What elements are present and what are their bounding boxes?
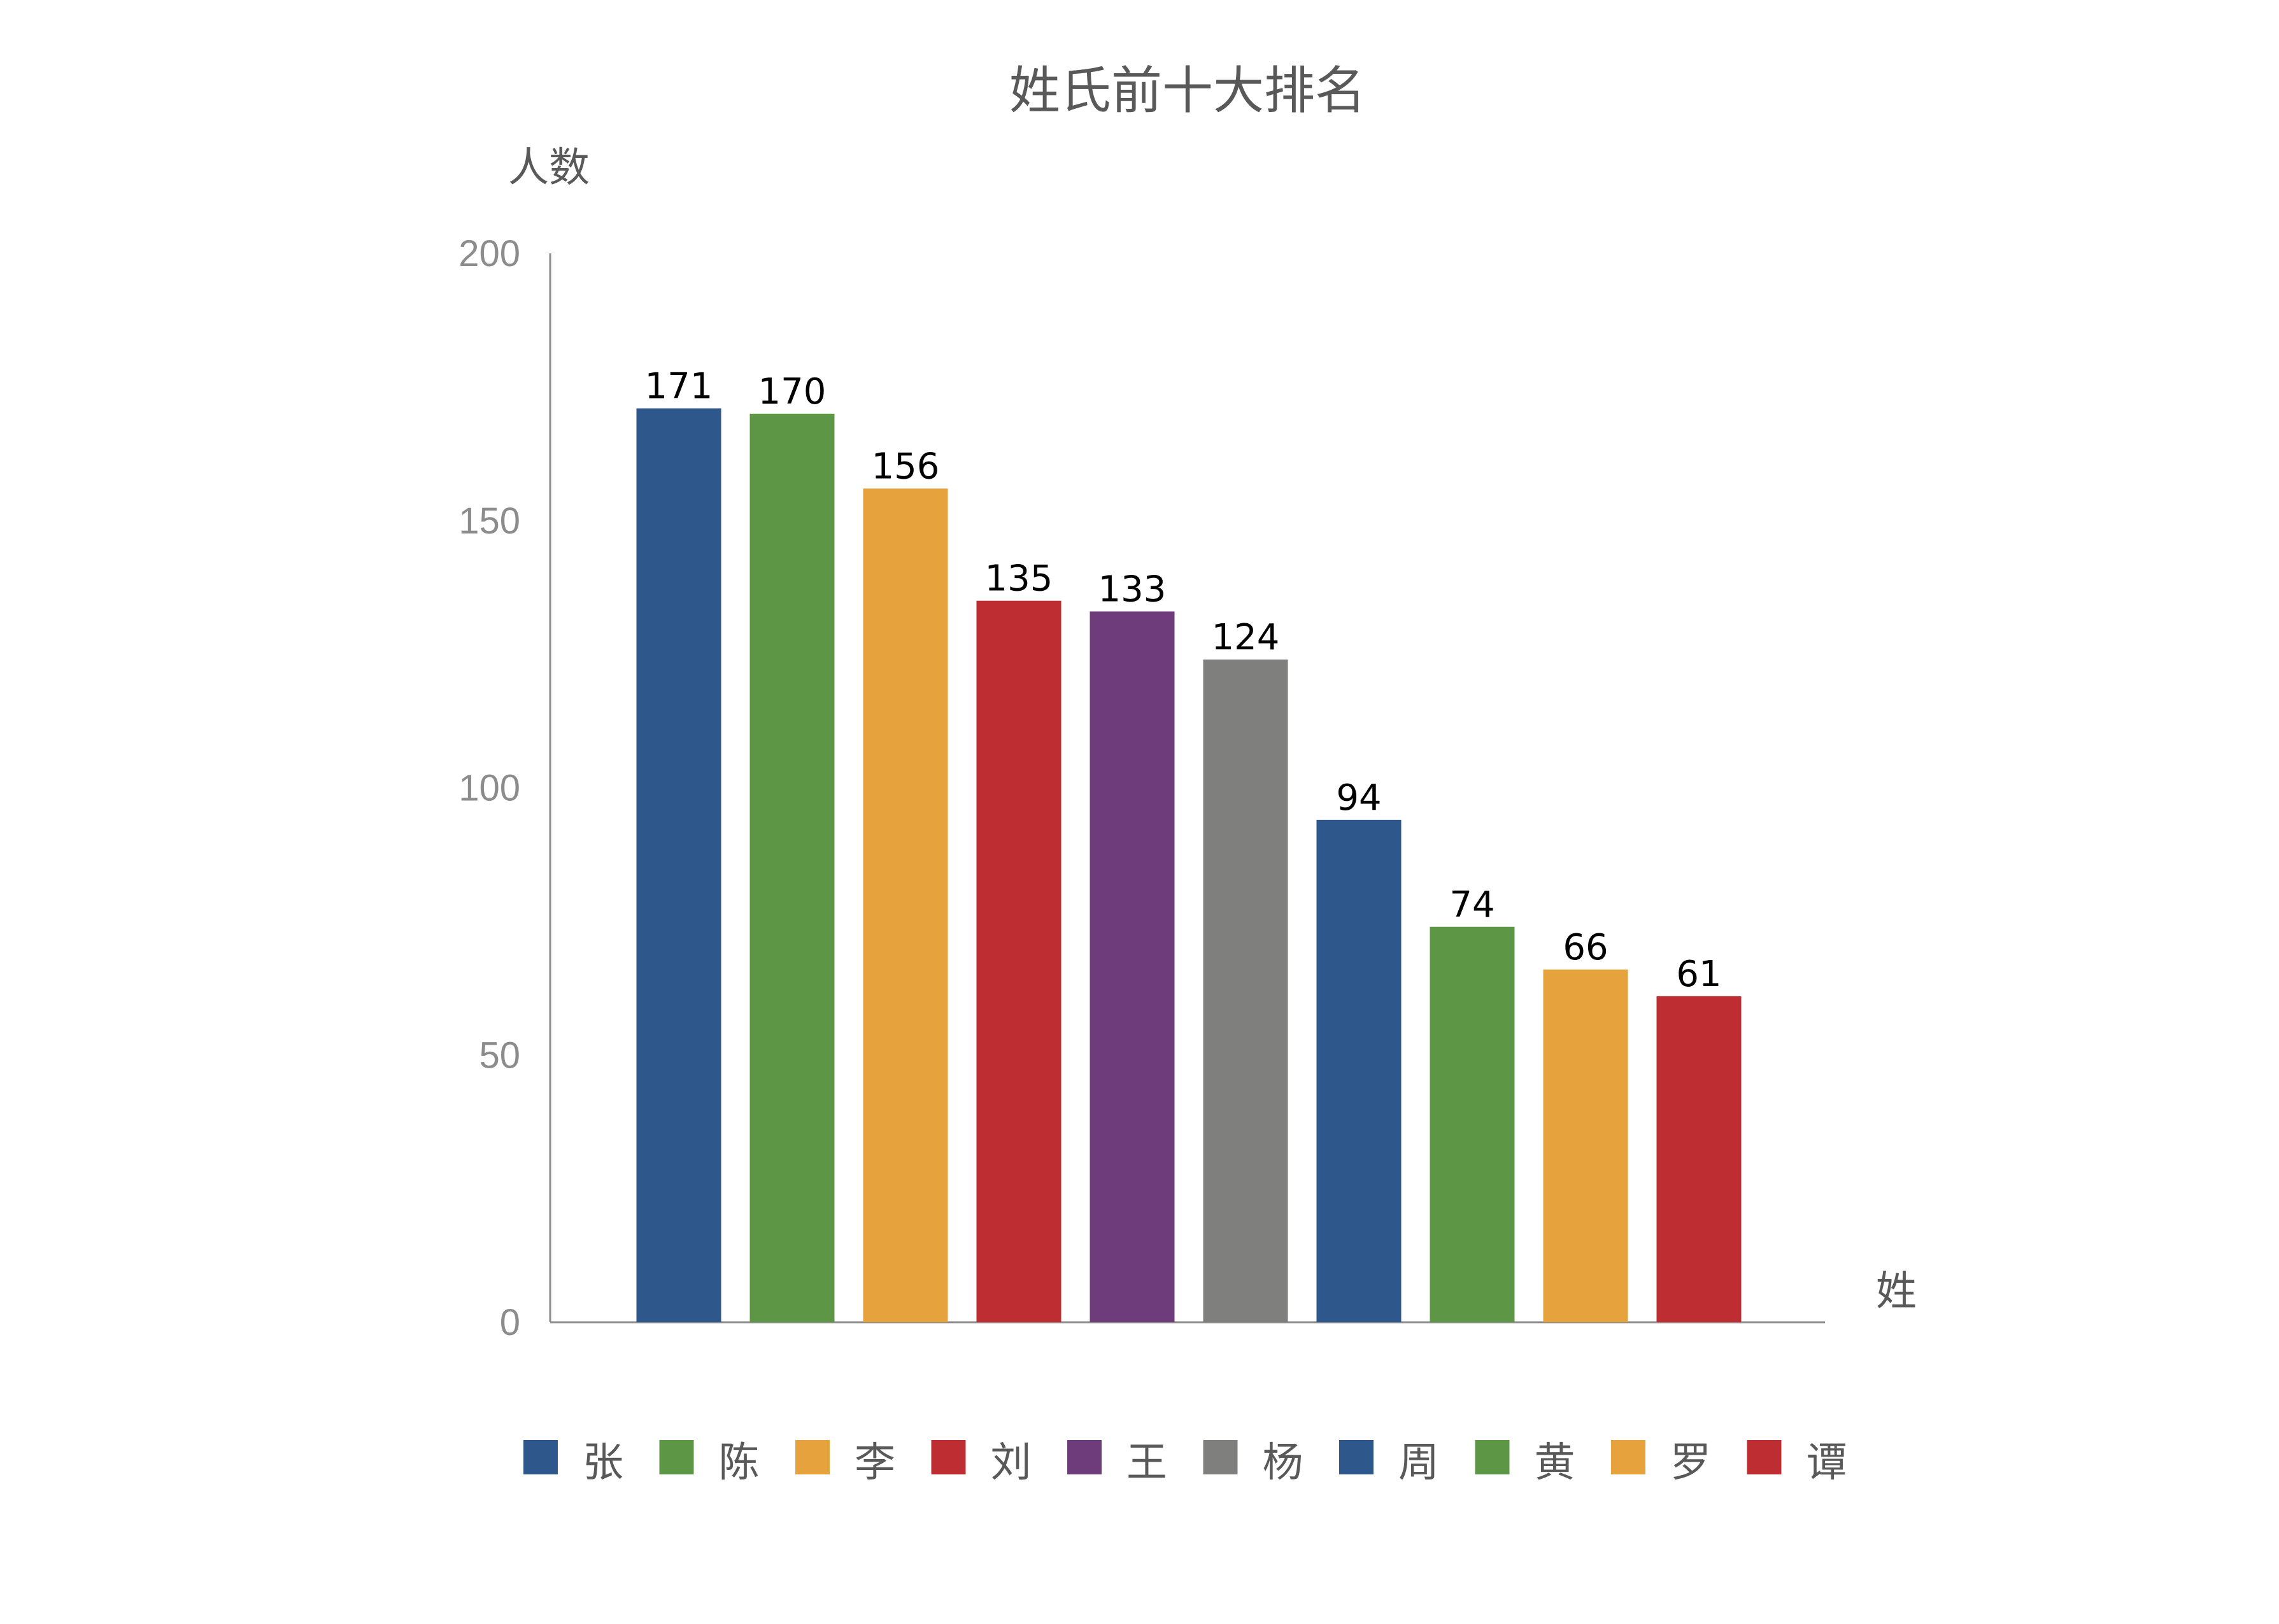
data-label: 133	[1098, 568, 1167, 610]
legend-item: 罗	[1611, 1439, 1711, 1486]
legend-label: 王	[1126, 1439, 1167, 1486]
legend-item: 陈	[659, 1439, 760, 1486]
legend-item: 王	[1067, 1439, 1167, 1486]
legend-label: 黄	[1535, 1439, 1575, 1486]
bar-杨	[1203, 660, 1288, 1322]
legend-swatch	[1339, 1440, 1374, 1474]
legend-swatch	[659, 1440, 694, 1474]
bar-王	[1090, 611, 1175, 1322]
chart-title: 姓氏前十大排名	[1009, 61, 1366, 120]
legend-item: 杨	[1203, 1439, 1303, 1486]
legend-label: 罗	[1670, 1439, 1711, 1486]
data-label: 171	[645, 365, 713, 407]
y-tick-label: 100	[458, 768, 520, 809]
bar-series	[636, 408, 1742, 1322]
y-tick-label: 50	[479, 1034, 520, 1076]
bar-周	[1316, 819, 1402, 1322]
legend-item: 谭	[1747, 1439, 1847, 1486]
bar-刘	[976, 600, 1061, 1322]
legend-label: 张	[583, 1439, 623, 1486]
legend-label: 周	[1398, 1439, 1439, 1486]
legend-swatch	[1747, 1440, 1782, 1474]
bar-李	[863, 488, 948, 1322]
bar-张	[636, 408, 721, 1322]
legend-item: 张	[523, 1439, 623, 1486]
data-label: 170	[758, 371, 827, 413]
legend-label: 谭	[1807, 1439, 1847, 1486]
data-label: 74	[1449, 884, 1494, 926]
legend-label: 陈	[719, 1439, 760, 1486]
legend-item: 周	[1339, 1439, 1439, 1486]
legend-swatch	[795, 1440, 830, 1474]
y-axis-title: 人数	[508, 145, 590, 192]
data-label: 61	[1676, 954, 1721, 995]
data-label: 94	[1336, 777, 1381, 819]
legend-label: 杨	[1263, 1439, 1303, 1486]
data-label: 124	[1212, 617, 1280, 658]
y-tick-label: 150	[458, 500, 520, 542]
legend-item: 李	[795, 1439, 895, 1486]
legend-swatch	[1611, 1440, 1645, 1474]
legend-swatch	[523, 1440, 558, 1474]
bar-黄	[1430, 926, 1515, 1322]
x-axis-title: 姓	[1876, 1268, 1917, 1315]
legend-item: 刘	[931, 1439, 1032, 1486]
bar-陈	[749, 413, 835, 1322]
y-tick-label: 200	[458, 233, 520, 274]
legend-swatch	[1203, 1440, 1238, 1474]
data-label: 135	[985, 558, 1053, 600]
data-label: 66	[1563, 927, 1608, 968]
y-tick-label: 0	[500, 1302, 520, 1343]
bar-罗	[1543, 969, 1628, 1322]
legend-item: 黄	[1475, 1439, 1575, 1486]
legend-label: 刘	[991, 1439, 1032, 1486]
legend-swatch	[1067, 1440, 1102, 1474]
legend-label: 李	[855, 1439, 895, 1486]
data-labels: 171 170 156 135 133 124 94 74 66 61	[645, 365, 1722, 994]
legend-swatch	[931, 1440, 966, 1474]
bar-谭	[1656, 996, 1742, 1322]
legend-swatch	[1475, 1440, 1510, 1474]
data-label: 156	[872, 446, 940, 487]
y-axis-ticks: 0 50 100 150 200	[458, 233, 520, 1343]
legend: 张陈李刘王杨周黄罗谭	[523, 1439, 1847, 1486]
